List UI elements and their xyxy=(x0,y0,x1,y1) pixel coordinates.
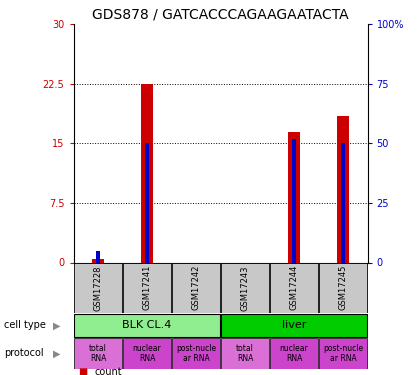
Title: GDS878 / GATCACCCAGAAGAATACTA: GDS878 / GATCACCCAGAAGAATACTA xyxy=(92,8,349,22)
FancyBboxPatch shape xyxy=(221,338,269,369)
Bar xyxy=(92,258,104,262)
Bar xyxy=(341,144,346,262)
Text: nuclear
RNA: nuclear RNA xyxy=(280,344,308,363)
FancyBboxPatch shape xyxy=(172,263,220,313)
FancyBboxPatch shape xyxy=(270,263,318,313)
Text: BLK CL.4: BLK CL.4 xyxy=(122,320,172,330)
FancyBboxPatch shape xyxy=(172,338,220,369)
Text: ■: ■ xyxy=(78,367,87,375)
Text: GSM17243: GSM17243 xyxy=(241,265,249,310)
Text: ▶: ▶ xyxy=(52,320,60,330)
FancyBboxPatch shape xyxy=(74,338,122,369)
Text: count: count xyxy=(94,367,122,375)
FancyBboxPatch shape xyxy=(221,263,269,313)
Text: post-nucle
ar RNA: post-nucle ar RNA xyxy=(323,344,363,363)
FancyBboxPatch shape xyxy=(74,314,220,337)
Text: GSM17244: GSM17244 xyxy=(289,265,299,310)
Bar xyxy=(337,116,349,262)
FancyBboxPatch shape xyxy=(319,338,367,369)
Bar xyxy=(141,84,153,262)
Text: protocol: protocol xyxy=(4,348,44,358)
Text: total
RNA: total RNA xyxy=(89,344,107,363)
FancyBboxPatch shape xyxy=(123,263,171,313)
Bar xyxy=(96,251,100,262)
Text: GSM17245: GSM17245 xyxy=(339,265,347,310)
FancyBboxPatch shape xyxy=(319,263,367,313)
Text: cell type: cell type xyxy=(4,320,46,330)
Text: liver: liver xyxy=(282,320,306,330)
FancyBboxPatch shape xyxy=(123,338,171,369)
Text: ▶: ▶ xyxy=(52,348,60,358)
Bar xyxy=(291,139,297,262)
Text: GSM17242: GSM17242 xyxy=(192,265,200,310)
FancyBboxPatch shape xyxy=(270,338,318,369)
FancyBboxPatch shape xyxy=(221,314,367,337)
Text: post-nucle
ar RNA: post-nucle ar RNA xyxy=(176,344,216,363)
FancyBboxPatch shape xyxy=(74,263,122,313)
Text: total
RNA: total RNA xyxy=(236,344,254,363)
Text: GSM17241: GSM17241 xyxy=(142,265,152,310)
Text: nuclear
RNA: nuclear RNA xyxy=(133,344,161,363)
Bar xyxy=(144,144,150,262)
Bar xyxy=(288,132,300,262)
Text: GSM17228: GSM17228 xyxy=(94,265,102,310)
